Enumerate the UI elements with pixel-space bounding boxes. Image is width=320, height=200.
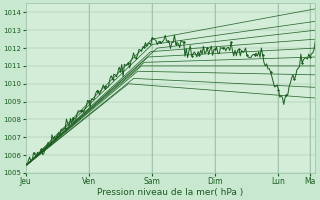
- X-axis label: Pression niveau de la mer( hPa ): Pression niveau de la mer( hPa ): [97, 188, 244, 197]
